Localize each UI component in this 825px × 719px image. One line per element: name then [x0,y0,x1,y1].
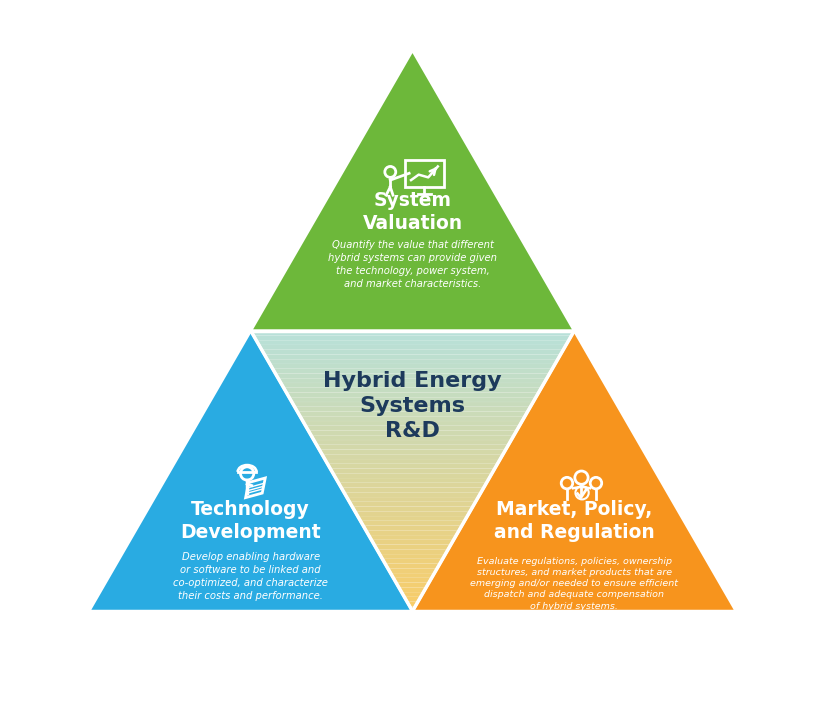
Text: Hybrid Energy
Systems
R&D: Hybrid Energy Systems R&D [323,372,502,441]
Polygon shape [322,454,503,459]
Polygon shape [396,582,429,587]
Text: Quantify the value that different
hybrid systems can provide given
the technolog: Quantify the value that different hybrid… [328,240,497,289]
Polygon shape [284,388,541,393]
Polygon shape [369,535,456,540]
Polygon shape [404,597,421,602]
Text: Evaluate regulations, policies, ownership
structures, and market products that a: Evaluate regulations, policies, ownershi… [470,557,678,610]
Polygon shape [352,507,473,511]
Polygon shape [89,331,412,611]
Polygon shape [385,564,440,568]
Polygon shape [355,511,470,516]
Polygon shape [330,469,495,473]
Polygon shape [402,592,423,597]
Polygon shape [257,340,568,345]
Polygon shape [309,431,516,435]
Polygon shape [365,531,460,535]
Polygon shape [262,349,563,354]
Polygon shape [305,426,520,431]
Polygon shape [325,459,500,464]
Polygon shape [300,416,525,421]
Polygon shape [412,331,736,611]
Polygon shape [371,540,454,544]
Polygon shape [342,487,483,493]
Polygon shape [410,606,415,611]
Polygon shape [286,393,539,397]
Polygon shape [278,378,547,383]
Polygon shape [265,354,560,360]
Text: Technology
Development: Technology Development [181,500,321,542]
Polygon shape [317,445,508,449]
Text: Develop enabling hardware
or software to be linked and
co-optimized, and charact: Develop enabling hardware or software to… [173,552,328,601]
Polygon shape [333,473,492,478]
Polygon shape [251,331,574,335]
Polygon shape [280,383,544,388]
Polygon shape [276,373,549,378]
Polygon shape [251,50,574,331]
Polygon shape [297,411,528,416]
Polygon shape [380,554,446,559]
Polygon shape [390,573,435,578]
Polygon shape [253,336,572,340]
Polygon shape [336,478,489,482]
Polygon shape [314,440,512,445]
Polygon shape [382,559,443,564]
Polygon shape [259,345,566,349]
Polygon shape [407,602,418,606]
Polygon shape [358,516,467,521]
Polygon shape [398,587,427,592]
Polygon shape [289,398,536,402]
Polygon shape [311,435,514,440]
Text: System
Valuation: System Valuation [362,191,463,233]
Polygon shape [394,578,431,582]
Polygon shape [328,464,497,469]
Polygon shape [319,449,506,454]
Polygon shape [377,549,448,554]
Polygon shape [361,521,464,526]
Polygon shape [346,497,478,502]
Polygon shape [272,369,553,373]
Polygon shape [344,493,481,497]
Polygon shape [374,544,451,549]
Polygon shape [270,364,555,369]
Polygon shape [267,360,558,364]
Text: Market, Policy,
and Regulation: Market, Policy, and Regulation [494,500,655,542]
Polygon shape [363,526,462,531]
Polygon shape [388,569,437,573]
Polygon shape [292,402,533,407]
Polygon shape [303,421,522,426]
Polygon shape [338,483,487,487]
Polygon shape [350,502,475,506]
Polygon shape [295,407,530,411]
